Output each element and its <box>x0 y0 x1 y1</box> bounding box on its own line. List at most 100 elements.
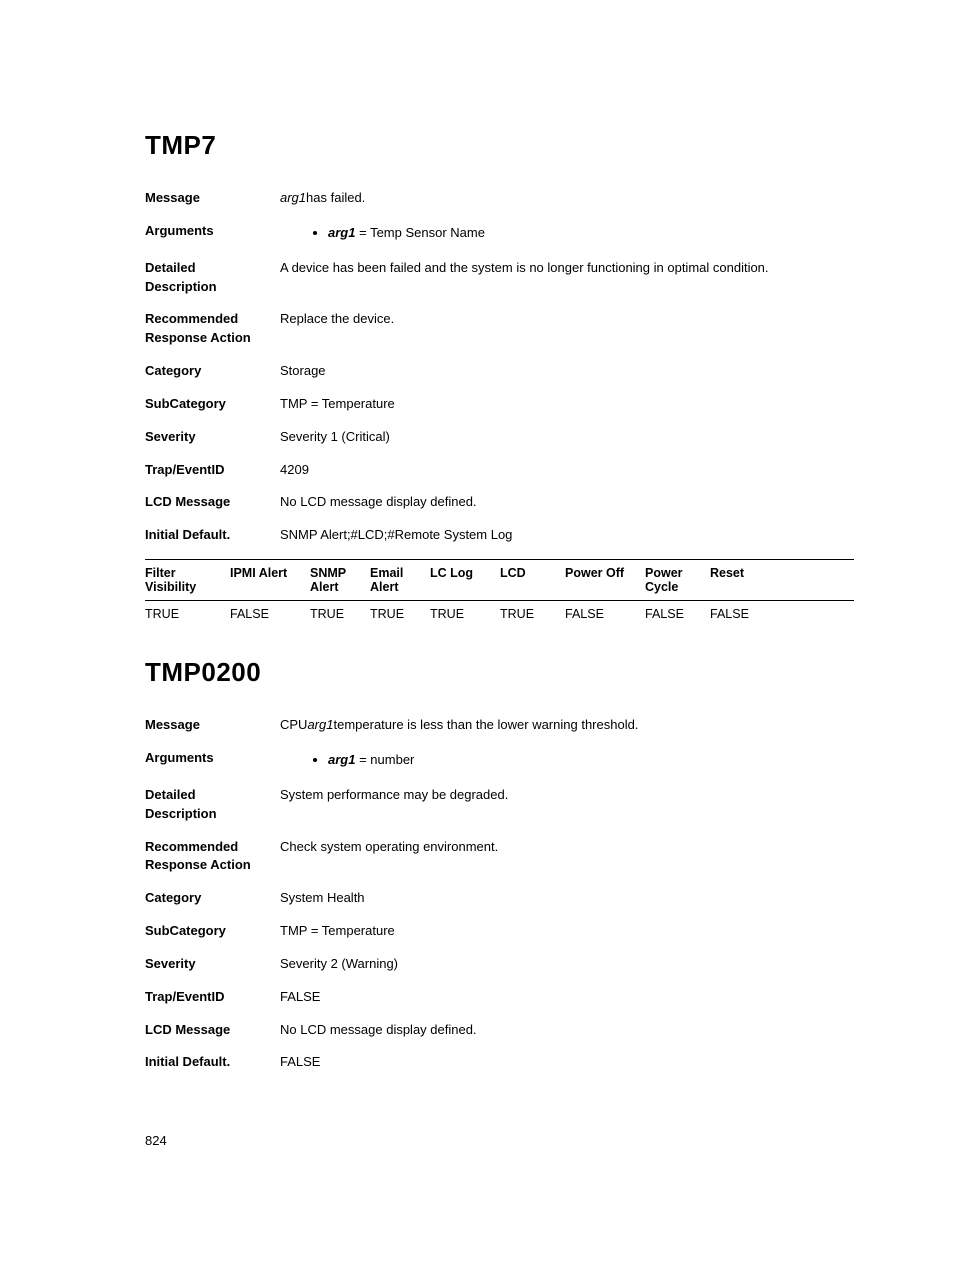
td-filter-visibility: TRUE <box>145 607 230 621</box>
label-trap-2: Trap/EventID <box>145 988 280 1007</box>
label-subcategory: SubCategory <box>145 395 280 414</box>
arg-desc-2: number <box>370 752 414 767</box>
td-ipmi-alert: FALSE <box>230 607 310 621</box>
value-detailed: A device has been failed and the system … <box>280 259 854 297</box>
label-initial: Initial Default. <box>145 526 280 545</box>
arg-eq: = <box>355 225 370 240</box>
row-message: Message arg1has failed. <box>145 189 854 208</box>
value-severity: Severity 1 (Critical) <box>280 428 854 447</box>
value-category-2: System Health <box>280 889 854 908</box>
row-initial: Initial Default. SNMP Alert;#LCD;#Remote… <box>145 526 854 545</box>
td-reset: FALSE <box>710 607 770 621</box>
row-subcategory-2: SubCategory TMP = Temperature <box>145 922 854 941</box>
value-recommended: Replace the device. <box>280 310 854 348</box>
row-arguments: Arguments arg1 = Temp Sensor Name <box>145 222 854 245</box>
row-subcategory: SubCategory TMP = Temperature <box>145 395 854 414</box>
label-lcd: LCD Message <box>145 493 280 512</box>
row-recommended: Recommended Response Action Replace the … <box>145 310 854 348</box>
message-text: has failed. <box>306 190 365 205</box>
label-detailed-l1-2: Detailed <box>145 787 196 802</box>
message-pre-2: CPU <box>280 717 307 732</box>
row-arguments-2: Arguments arg1 = number <box>145 749 854 772</box>
section-title-tmp7: TMP7 <box>145 130 854 161</box>
td-lcd: TRUE <box>500 607 565 621</box>
arg-item-2: arg1 = number <box>328 751 854 770</box>
label-severity-2: Severity <box>145 955 280 974</box>
value-subcategory-2: TMP = Temperature <box>280 922 854 941</box>
th-power-cycle: Power Cycle <box>645 566 710 594</box>
row-initial-2: Initial Default. FALSE <box>145 1053 854 1072</box>
arg-eq-2: = <box>355 752 370 767</box>
row-category-2: Category System Health <box>145 889 854 908</box>
td-email-alert: TRUE <box>370 607 430 621</box>
label-arguments-2: Arguments <box>145 749 280 772</box>
value-initial-2: FALSE <box>280 1053 854 1072</box>
row-recommended-2: Recommended Response Action Check system… <box>145 838 854 876</box>
row-message-2: Message CPUarg1temperature is less than … <box>145 716 854 735</box>
arg-list: arg1 = Temp Sensor Name <box>280 224 854 243</box>
label-detailed-2: Detailed Description <box>145 786 280 824</box>
th-lc-log: LC Log <box>430 566 500 594</box>
value-subcategory: TMP = Temperature <box>280 395 854 414</box>
value-arguments-2: arg1 = number <box>280 749 854 772</box>
label-message: Message <box>145 189 280 208</box>
arg-list-2: arg1 = number <box>280 751 854 770</box>
label-recommended: Recommended Response Action <box>145 310 280 348</box>
th-power-off: Power Off <box>565 566 645 594</box>
row-lcd-2: LCD Message No LCD message display defin… <box>145 1021 854 1040</box>
arg-desc: Temp Sensor Name <box>370 225 485 240</box>
section-title-tmp0200: TMP0200 <box>145 657 854 688</box>
label-detailed: Detailed Description <box>145 259 280 297</box>
arg-item: arg1 = Temp Sensor Name <box>328 224 854 243</box>
arg-name-2: arg1 <box>328 752 355 767</box>
row-category: Category Storage <box>145 362 854 381</box>
value-lcd-2: No LCD message display defined. <box>280 1021 854 1040</box>
label-trap: Trap/EventID <box>145 461 280 480</box>
th-email-alert: Email Alert <box>370 566 430 594</box>
label-detailed-l1: Detailed <box>145 260 196 275</box>
value-arguments: arg1 = Temp Sensor Name <box>280 222 854 245</box>
filter-header: Filter Visibility IPMI Alert SNMP Alert … <box>145 560 854 600</box>
th-ipmi-alert: IPMI Alert <box>230 566 310 594</box>
label-recommended-l2-2: Response Action <box>145 857 251 872</box>
row-trap-2: Trap/EventID FALSE <box>145 988 854 1007</box>
th-reset: Reset <box>710 566 770 594</box>
label-severity: Severity <box>145 428 280 447</box>
row-severity-2: Severity Severity 2 (Warning) <box>145 955 854 974</box>
th-lcd: LCD <box>500 566 565 594</box>
row-trap: Trap/EventID 4209 <box>145 461 854 480</box>
value-severity-2: Severity 2 (Warning) <box>280 955 854 974</box>
row-severity: Severity Severity 1 (Critical) <box>145 428 854 447</box>
label-detailed-l2-2: Description <box>145 806 217 821</box>
label-recommended-l1: Recommended <box>145 311 238 326</box>
value-detailed-2: System performance may be degraded. <box>280 786 854 824</box>
message-text-2: temperature is less than the lower warni… <box>333 717 638 732</box>
message-arg-2: arg1 <box>307 717 333 732</box>
value-category: Storage <box>280 362 854 381</box>
filter-table: Filter Visibility IPMI Alert SNMP Alert … <box>145 560 854 627</box>
td-power-off: FALSE <box>565 607 645 621</box>
label-recommended-2: Recommended Response Action <box>145 838 280 876</box>
row-lcd: LCD Message No LCD message display defin… <box>145 493 854 512</box>
label-category: Category <box>145 362 280 381</box>
value-message: arg1has failed. <box>280 189 854 208</box>
label-arguments: Arguments <box>145 222 280 245</box>
label-recommended-l1-2: Recommended <box>145 839 238 854</box>
page-number: 824 <box>145 1133 167 1148</box>
filter-row: TRUE FALSE TRUE TRUE TRUE TRUE FALSE FAL… <box>145 601 854 627</box>
label-detailed-l2: Description <box>145 279 217 294</box>
label-subcategory-2: SubCategory <box>145 922 280 941</box>
td-snmp-alert: TRUE <box>310 607 370 621</box>
label-initial-2: Initial Default. <box>145 1053 280 1072</box>
label-lcd-2: LCD Message <box>145 1021 280 1040</box>
arg-name: arg1 <box>328 225 355 240</box>
value-trap-2: FALSE <box>280 988 854 1007</box>
value-trap: 4209 <box>280 461 854 480</box>
value-message-2: CPUarg1temperature is less than the lowe… <box>280 716 854 735</box>
value-lcd: No LCD message display defined. <box>280 493 854 512</box>
td-power-cycle: FALSE <box>645 607 710 621</box>
label-category-2: Category <box>145 889 280 908</box>
label-recommended-l2: Response Action <box>145 330 251 345</box>
td-lc-log: TRUE <box>430 607 500 621</box>
label-message-2: Message <box>145 716 280 735</box>
